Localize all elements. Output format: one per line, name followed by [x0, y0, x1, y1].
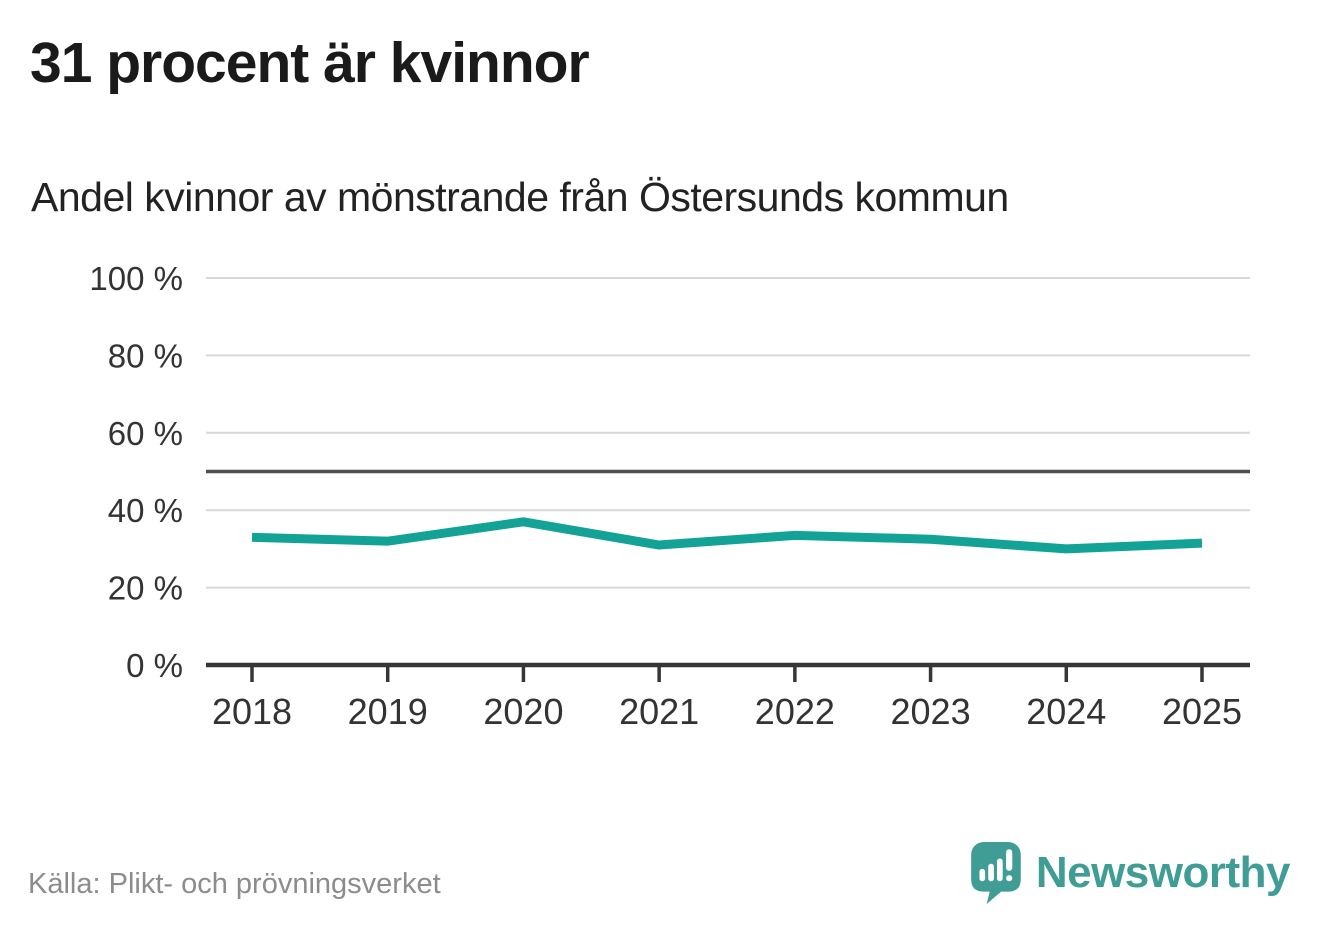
source-note: Källa: Plikt- och prövningsverket	[28, 868, 441, 900]
y-axis-tick-label: 20 %	[108, 570, 183, 607]
data-line-andel-kvinnor	[251, 517, 1203, 554]
page-title: 31 procent är kvinnor	[30, 31, 590, 95]
x-axis-tick-label: 2018	[212, 691, 292, 732]
x-axis-tick-label: 2023	[891, 691, 971, 732]
y-axis-tick-label: 40 %	[108, 492, 183, 529]
y-axis-tick-label: 100 %	[89, 260, 183, 297]
x-axis-tick-label: 2019	[348, 691, 428, 732]
x-axis-tick-label: 2022	[755, 691, 835, 732]
newsworthy-logo-icon	[970, 842, 1021, 904]
x-axis-tick-label: 2021	[619, 691, 699, 732]
x-axis-tick-label: 2024	[1026, 691, 1106, 732]
x-axis-tick-label: 2025	[1162, 691, 1242, 732]
chart-subtitle: Andel kvinnor av mönstrande från Östersu…	[31, 174, 1009, 220]
brand-logo: Newsworthy	[970, 842, 1291, 904]
brand-name: Newsworthy	[1035, 848, 1291, 897]
y-axis-tick-label: 80 %	[108, 337, 183, 374]
y-axis-tick-label: 60 %	[108, 415, 183, 452]
x-axis-tick-label: 2020	[483, 691, 563, 732]
y-axis-tick-label: 0 %	[126, 647, 183, 684]
